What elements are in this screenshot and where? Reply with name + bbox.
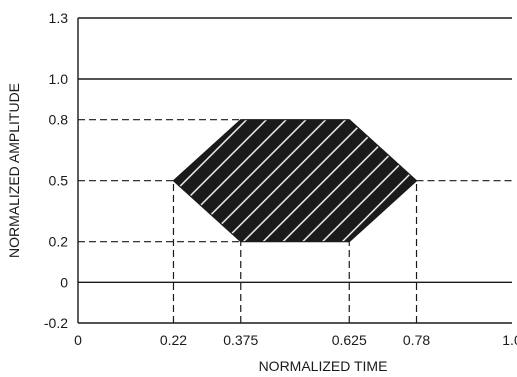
- y-axis-title: NORMALIZED AMPLITUDE: [6, 83, 22, 258]
- x-tick-label: 0: [74, 332, 82, 348]
- y-tick-label: 0.8: [49, 112, 69, 128]
- y-tick-label: 1.0: [49, 71, 69, 87]
- y-tick-label: 1.3: [49, 10, 69, 26]
- x-tick-label: 0.625: [332, 332, 367, 348]
- x-tick-label: 0.78: [403, 332, 430, 348]
- reference-lines: [78, 78, 512, 323]
- hatched-region: [172, 119, 418, 243]
- y-tick-label: 0.5: [49, 173, 69, 189]
- x-tick-label: 1.0: [502, 332, 517, 348]
- x-tick-label: 0.375: [223, 332, 258, 348]
- x-axis-title: NORMALIZED TIME: [259, 358, 388, 374]
- tick-labels: -0.2 0 0.2 0.5 0.8 1.0 1.3 0 0.22 0.375 0.625 0.78 1…: [44, 10, 517, 348]
- y-tick-label: 0: [60, 274, 68, 290]
- y-tick-label: 0.2: [49, 234, 69, 250]
- region-layer: [172, 119, 418, 243]
- axes: [77, 17, 512, 324]
- y-tick-label: -0.2: [44, 315, 68, 331]
- x-tick-label: 0.22: [160, 332, 187, 348]
